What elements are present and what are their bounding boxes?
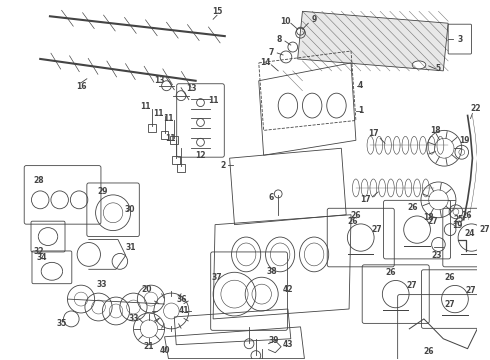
- Text: 37: 37: [212, 273, 222, 282]
- Text: 18: 18: [430, 126, 441, 135]
- Text: 33: 33: [128, 314, 139, 323]
- Text: 27: 27: [406, 282, 417, 291]
- Text: 16: 16: [76, 82, 86, 91]
- Text: 15: 15: [212, 7, 222, 16]
- Ellipse shape: [412, 61, 426, 69]
- Text: 25: 25: [454, 215, 464, 224]
- Text: 19: 19: [460, 136, 470, 145]
- Text: 27: 27: [480, 225, 490, 234]
- Text: 26: 26: [445, 273, 455, 282]
- Text: 28: 28: [33, 176, 44, 185]
- Text: 43: 43: [283, 340, 293, 349]
- Text: 1: 1: [358, 106, 364, 115]
- Text: 32: 32: [33, 247, 44, 256]
- Text: 40: 40: [159, 346, 170, 355]
- Text: 42: 42: [283, 285, 293, 294]
- Bar: [161, 131, 169, 139]
- Text: 36: 36: [177, 294, 187, 303]
- Text: 6: 6: [269, 193, 274, 202]
- Text: 23: 23: [431, 251, 442, 260]
- Text: 4: 4: [358, 81, 364, 90]
- Text: 34: 34: [37, 253, 48, 262]
- Text: 11: 11: [165, 134, 175, 143]
- Text: 35: 35: [56, 319, 67, 328]
- Text: 13: 13: [154, 76, 165, 85]
- Text: 20: 20: [142, 285, 152, 294]
- Bar: [177, 164, 185, 172]
- Text: 11: 11: [208, 96, 219, 105]
- Text: 26: 26: [462, 211, 472, 220]
- Text: 27: 27: [428, 217, 438, 226]
- Text: 39: 39: [268, 336, 279, 345]
- Text: 12: 12: [195, 151, 206, 160]
- Bar: [172, 156, 180, 164]
- Text: 11: 11: [153, 109, 164, 118]
- Text: 27: 27: [466, 287, 476, 296]
- Text: 13: 13: [187, 84, 197, 93]
- Text: 24: 24: [464, 229, 475, 238]
- Polygon shape: [297, 11, 448, 71]
- Bar: [148, 125, 156, 132]
- Text: 5: 5: [436, 64, 441, 73]
- Text: 26: 26: [386, 268, 396, 277]
- Text: 11: 11: [140, 102, 150, 111]
- Text: 9: 9: [312, 15, 317, 24]
- Text: 7: 7: [269, 49, 274, 58]
- Text: 26: 26: [348, 217, 358, 226]
- Text: 14: 14: [260, 58, 271, 67]
- Text: 31: 31: [125, 243, 136, 252]
- Text: 18: 18: [423, 213, 434, 222]
- Text: 33: 33: [96, 280, 107, 289]
- Text: 30: 30: [124, 205, 135, 214]
- Text: 10: 10: [280, 17, 290, 26]
- Text: 27: 27: [445, 300, 455, 309]
- Text: 17: 17: [368, 129, 379, 138]
- Text: 17: 17: [360, 195, 371, 204]
- Text: 26: 26: [423, 347, 434, 356]
- Bar: [171, 136, 178, 144]
- Text: 38: 38: [266, 267, 277, 276]
- Text: 29: 29: [97, 188, 108, 197]
- Text: 22: 22: [470, 104, 481, 113]
- Text: 41: 41: [179, 306, 189, 315]
- Text: 8: 8: [276, 35, 282, 44]
- Text: 11: 11: [163, 114, 173, 123]
- Text: 21: 21: [144, 342, 154, 351]
- Text: 3: 3: [457, 35, 463, 44]
- Text: 27: 27: [371, 225, 382, 234]
- Text: 26: 26: [407, 203, 417, 212]
- Text: 2: 2: [220, 161, 225, 170]
- Text: 26: 26: [351, 211, 361, 220]
- Text: 19: 19: [453, 221, 463, 230]
